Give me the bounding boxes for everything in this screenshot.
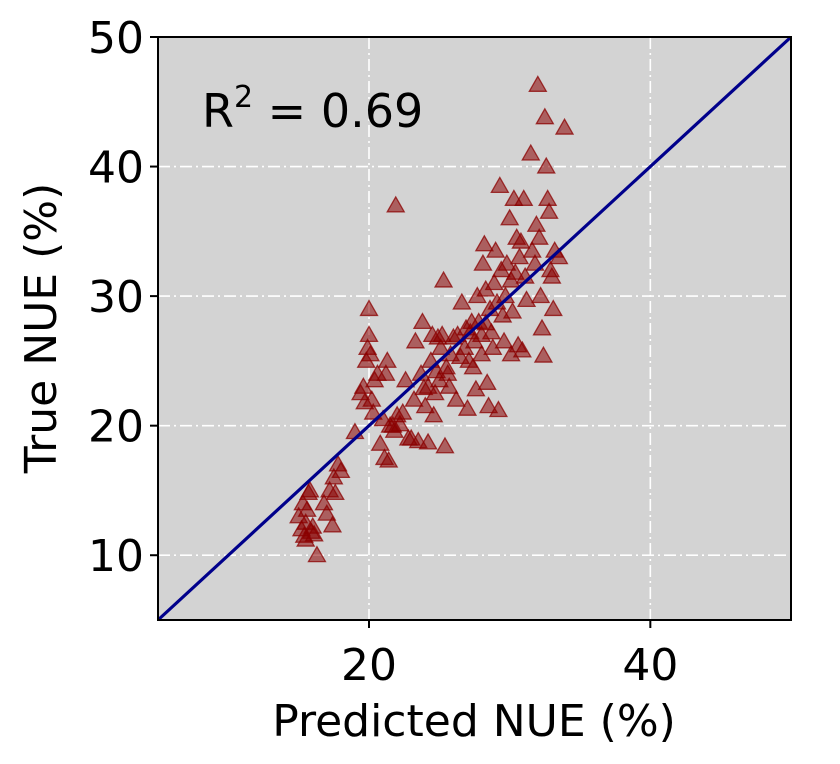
data-point [414,378,434,396]
data-point [317,503,337,521]
data-point [474,234,494,252]
data-point [525,253,545,271]
annotation-superscript: 2 [234,80,253,115]
data-points [289,75,575,563]
data-point [514,189,534,206]
data-point [477,373,497,390]
y-axis-title: True NUE (%) [16,183,67,475]
data-point [370,433,390,451]
data-point [386,195,406,213]
x-tick-label: 40 [622,640,678,691]
data-point [533,345,554,363]
data-point [307,545,327,563]
data-point [481,322,502,340]
data-point [502,301,523,319]
data-point [322,515,343,533]
data-point [478,396,499,414]
data-point [554,117,575,135]
data-point [484,273,504,291]
x-tick-label: 20 [341,640,397,691]
y-tick-label: 20 [88,402,144,453]
data-point [488,400,509,418]
data-point [521,143,541,161]
data-point [293,493,313,511]
data-point [359,299,379,317]
data-point [431,338,451,355]
data-point [363,402,383,420]
data-point [446,389,466,407]
data-point [404,389,424,407]
data-point [380,415,400,433]
data-point [490,176,510,194]
data-point [393,402,413,420]
data-point [539,202,559,219]
data-point [296,529,316,547]
data-point [494,331,514,349]
data-point [535,107,555,125]
data-point [530,286,551,304]
x-axis-title: Predicted NUE (%) [272,696,676,747]
y-tick-label: 10 [88,531,144,582]
data-point [536,156,556,174]
y-tick-label: 50 [88,13,144,64]
data-point [526,215,547,232]
data-point [433,270,454,288]
data-point [501,270,521,288]
data-point [485,240,506,258]
y-tick-label: 30 [88,272,144,323]
data-point [542,266,562,284]
data-point [360,344,381,362]
data-point [325,483,345,501]
data-point [331,461,351,479]
identity-line [156,35,793,622]
data-point [395,370,416,388]
data-point [424,405,444,423]
data-point [452,292,472,310]
annotation-prefix: R [202,84,234,138]
data-point [532,318,552,336]
y-ticks: 10 20 30 40 50 [88,13,158,582]
data-point [528,75,548,92]
data-point [512,340,532,358]
data-point [428,327,448,345]
annotation-suffix: = 0.69 [253,84,423,138]
data-point [439,376,459,394]
data-point [473,253,493,271]
data-point [511,231,531,249]
data-point [418,432,438,450]
y-tick-label: 40 [88,143,144,194]
data-point [377,351,397,368]
data-point [304,524,324,542]
data-point [415,396,435,414]
data-point [359,325,379,343]
data-point [543,299,563,317]
x-ticks: 20 40 [341,620,678,691]
data-point [457,399,478,416]
data-point [522,240,542,258]
data-point [529,228,549,245]
data-point [405,331,426,349]
plot-frame [157,36,792,621]
data-point [379,450,399,468]
data-point [463,357,483,375]
r-squared-annotation: R2 = 0.69 [202,80,423,138]
data-point [300,480,320,498]
data-point [376,364,396,381]
data-point [412,312,433,330]
data-point [500,208,520,226]
data-point [435,436,455,454]
data-point [516,290,537,308]
